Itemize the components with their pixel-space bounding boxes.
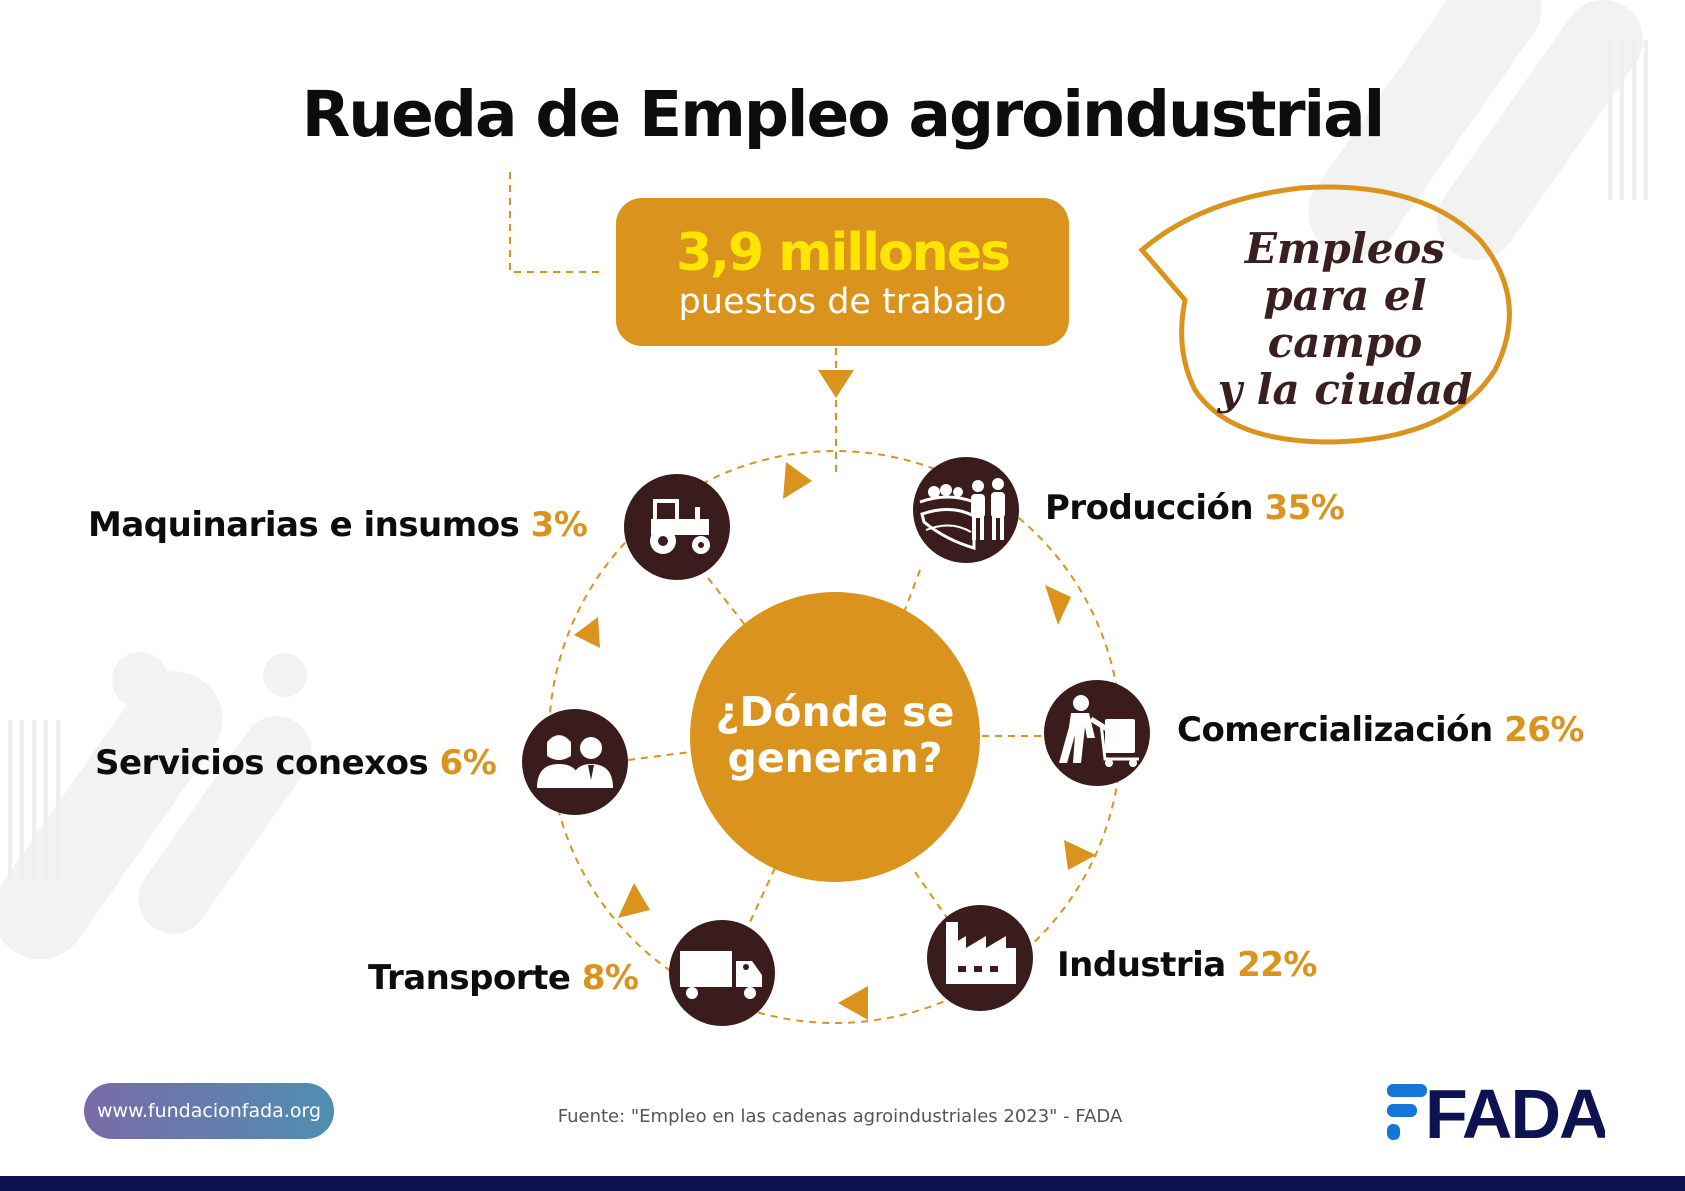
total-jobs-box: 3,9 millones puestos de trabajo <box>616 198 1069 346</box>
bubble-line-3: y la ciudad <box>1217 365 1473 414</box>
sector-label-produccion: Producción 35% <box>1045 488 1345 528</box>
sector-circle-servicios <box>522 709 628 815</box>
sector-name: Comercialización <box>1177 710 1493 750</box>
sector-circle-industria <box>927 905 1033 1011</box>
sector-label-maquinarias: Maquinarias e insumos 3% <box>88 505 588 545</box>
source-note: Fuente: "Empleo en las cadenas agroindus… <box>557 1106 1123 1127</box>
speech-bubble-text: Empleos para el campo y la ciudad <box>1180 225 1510 413</box>
hand-truck-worker-icon <box>1059 695 1139 767</box>
sector-label-industria: Industria 22% <box>1057 945 1317 985</box>
spoke-lines <box>627 569 1042 923</box>
fada-logo: FADA <box>1387 1080 1605 1144</box>
sector-circle-produccion <box>913 457 1019 563</box>
sector-label-transporte: Transporte 8% <box>368 958 639 998</box>
sector-circle-transporte <box>669 920 775 1026</box>
logo-text: FADA <box>1425 1080 1605 1144</box>
page-title: Rueda de Empleo agroindustrial <box>301 78 1385 151</box>
bottom-bar <box>0 1176 1685 1191</box>
sector-pct: 35% <box>1264 488 1345 528</box>
bubble-line-1: Empleos <box>1244 224 1446 273</box>
center-circle <box>690 592 980 882</box>
sector-label-comercializacion: Comercialización 26% <box>1177 710 1584 750</box>
ring-arrows <box>574 462 1096 1020</box>
sector-name: Maquinarias e insumos <box>88 505 520 545</box>
sector-pct: 22% <box>1237 945 1317 985</box>
sector-name: Producción <box>1045 488 1254 528</box>
sector-name: Industria <box>1057 945 1226 985</box>
total-jobs-label: puestos de trabajo <box>678 282 1007 322</box>
sector-name: Servicios conexos <box>95 743 429 783</box>
speech-bubble <box>1138 184 1512 445</box>
total-arrow <box>818 370 854 398</box>
sector-circle-comercializacion <box>1044 680 1150 786</box>
tractor-icon <box>650 499 710 554</box>
sector-pct: 6% <box>439 743 497 783</box>
sector-pct: 26% <box>1504 710 1584 750</box>
truck-icon <box>680 951 762 999</box>
sector-pct: 8% <box>581 958 639 998</box>
center-question: ¿Dónde se generan? <box>715 688 955 782</box>
factory-icon <box>946 922 1016 984</box>
bubble-line-2: para el campo <box>1263 271 1427 367</box>
website-link[interactable]: www.fundacionfada.org <box>84 1083 334 1139</box>
sector-label-servicios: Servicios conexos 6% <box>95 743 497 783</box>
total-jobs-number: 3,9 millones <box>676 223 1011 283</box>
sector-name: Transporte <box>368 958 571 998</box>
people-icon <box>537 735 613 788</box>
title-connector <box>509 172 600 273</box>
farm-workers-icon <box>919 478 1005 550</box>
sector-pct: 3% <box>530 505 588 545</box>
sector-circle-maquinarias <box>624 474 730 580</box>
